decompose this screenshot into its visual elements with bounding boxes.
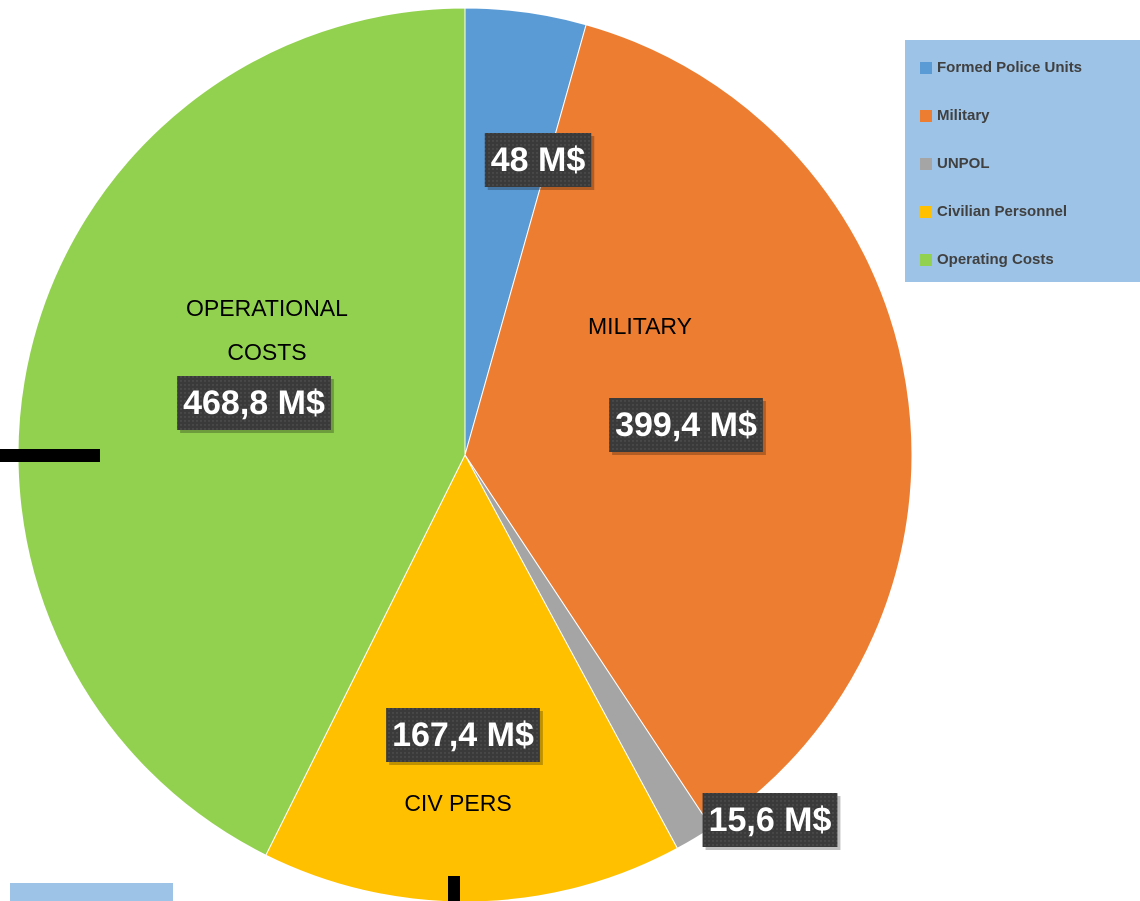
data-label-box	[177, 376, 331, 430]
annotation: MILITARY	[588, 313, 692, 339]
legend-label: Military	[937, 107, 990, 124]
data-label-box	[484, 133, 592, 187]
legend-swatch	[920, 62, 932, 74]
pie	[17, 7, 913, 901]
data-label: 468,8 M$	[183, 384, 325, 422]
decoration	[0, 449, 100, 462]
legend-swatch	[920, 254, 932, 266]
data-label-box	[702, 793, 838, 847]
decoration	[10, 883, 173, 901]
pie-slice	[17, 7, 466, 856]
data-label: 167,4 M$	[392, 716, 534, 754]
annotation: OPERATIONAL	[186, 295, 348, 321]
legend-label: Operating Costs	[937, 251, 1054, 268]
annotation: COSTS	[227, 339, 306, 365]
pie-slice	[265, 453, 679, 901]
legend-label: UNPOL	[937, 155, 990, 172]
data-label-box	[386, 708, 540, 762]
data-label: 399,4 M$	[615, 406, 757, 444]
legend-swatch	[920, 110, 932, 122]
legend-box	[905, 40, 1140, 282]
legend-swatch	[920, 158, 932, 170]
annotation: CIV PERS	[404, 790, 511, 816]
legend-label: Civilian Personnel	[937, 203, 1067, 220]
data-label: 48 M$	[491, 141, 586, 179]
data-label: 15,6 M$	[709, 801, 832, 839]
decoration	[448, 876, 460, 901]
legend-swatch	[920, 206, 932, 218]
data-label-box	[609, 398, 763, 452]
legend-label: Formed Police Units	[937, 59, 1082, 76]
